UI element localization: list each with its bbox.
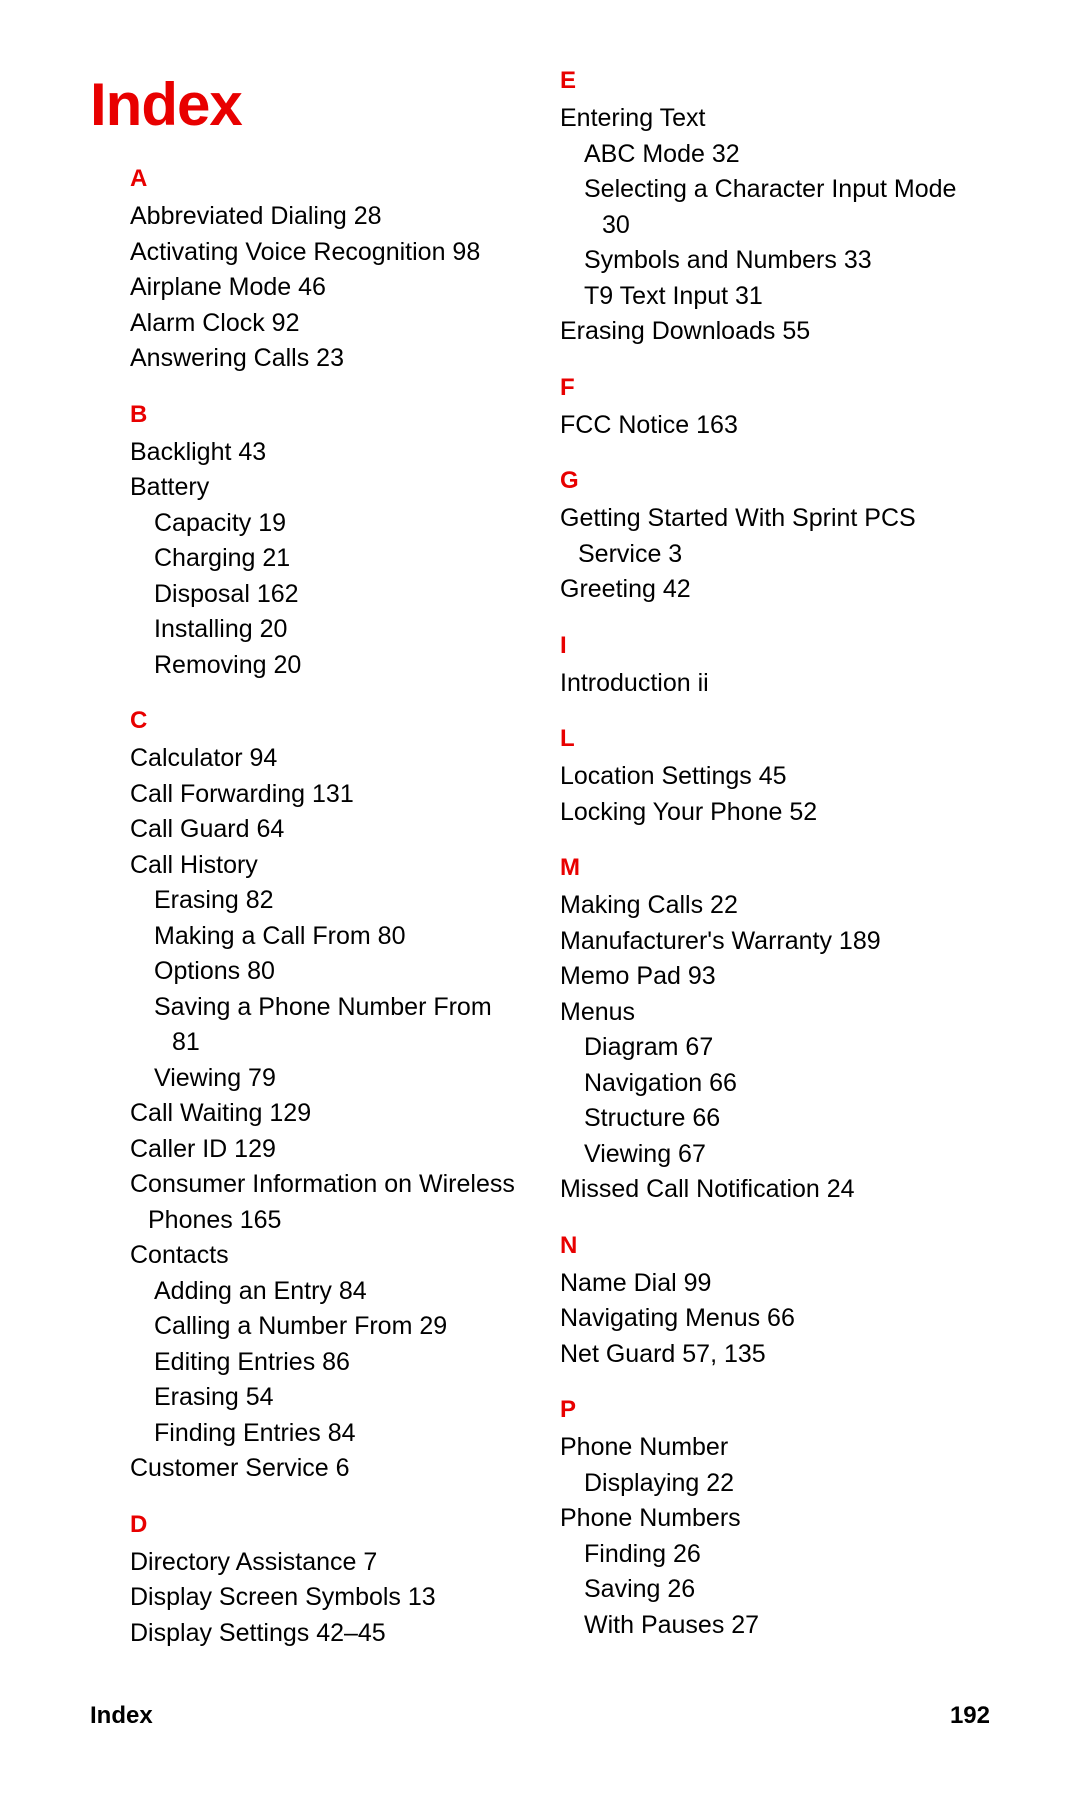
index-entry: Abbreviated Dialing 28 bbox=[148, 199, 520, 235]
index-entry: Caller ID 129 bbox=[148, 1132, 520, 1168]
index-letter: B bbox=[130, 401, 520, 429]
index-entry: Airplane Mode 46 bbox=[148, 270, 520, 306]
index-letter: F bbox=[560, 374, 990, 402]
index-letter: I bbox=[560, 632, 990, 660]
index-subentry: Making a Call From 80 bbox=[172, 919, 520, 955]
index-subentry: Structure 66 bbox=[602, 1101, 990, 1137]
index-subentry: With Pauses 27 bbox=[602, 1608, 990, 1644]
index-entry: Name Dial 99 bbox=[578, 1266, 990, 1302]
index-letter: G bbox=[560, 467, 990, 495]
index-letter: N bbox=[560, 1232, 990, 1260]
index-entry: Navigating Menus 66 bbox=[578, 1301, 990, 1337]
index-entry: Call Waiting 129 bbox=[148, 1096, 520, 1132]
index-letter: P bbox=[560, 1396, 990, 1424]
index-subentry: Finding 26 bbox=[602, 1537, 990, 1573]
index-subentry: Calling a Number From 29 bbox=[172, 1309, 520, 1345]
index-entry: Contacts bbox=[148, 1238, 520, 1274]
index-letter: E bbox=[560, 67, 990, 95]
index-entry: Net Guard 57, 135 bbox=[578, 1337, 990, 1373]
index-entry: Manufacturer's Warranty 189 bbox=[578, 924, 990, 960]
index-entry: Directory Assistance 7 bbox=[148, 1545, 520, 1581]
index-subentry: Erasing 82 bbox=[172, 883, 520, 919]
index-entry: Making Calls 22 bbox=[578, 888, 990, 924]
index-entry: Call Guard 64 bbox=[148, 812, 520, 848]
index-subentry: Symbols and Numbers 33 bbox=[602, 243, 990, 279]
index-letter: L bbox=[560, 725, 990, 753]
index-entry: Calculator 94 bbox=[148, 741, 520, 777]
index-page: Index A Abbreviated Dialing 28Activating … bbox=[0, 0, 1080, 1800]
index-entry: Activating Voice Recognition 98 bbox=[148, 235, 520, 271]
page-footer: Index 192 bbox=[90, 1702, 990, 1730]
index-subentry: Erasing 54 bbox=[172, 1380, 520, 1416]
index-subentry: Viewing 79 bbox=[172, 1061, 520, 1097]
index-subentry: T9 Text Input 31 bbox=[602, 279, 990, 315]
index-entry: Missed Call Notification 24 bbox=[578, 1172, 990, 1208]
index-entry: Display Screen Symbols 13 bbox=[148, 1580, 520, 1616]
index-entry: Memo Pad 93 bbox=[578, 959, 990, 995]
columns-container: A Abbreviated Dialing 28Activating Voice … bbox=[90, 165, 990, 1800]
index-subentry: Saving 26 bbox=[602, 1572, 990, 1608]
index-entry: Introduction ii bbox=[578, 666, 990, 702]
index-subentry: Viewing 67 bbox=[602, 1137, 990, 1173]
index-entry: Menus bbox=[578, 995, 990, 1031]
index-entry: Greeting 42 bbox=[578, 572, 990, 608]
index-subentry: Installing 20 bbox=[172, 612, 520, 648]
index-subentry: Options 80 bbox=[172, 954, 520, 990]
index-letter: C bbox=[130, 707, 520, 735]
index-entry: Erasing Downloads 55 bbox=[578, 314, 990, 350]
index-entry: Answering Calls 23 bbox=[148, 341, 520, 377]
index-subentry: Saving a Phone Number From 81 bbox=[172, 990, 520, 1061]
index-entry: Getting Started With Sprint PCS Service … bbox=[578, 501, 990, 572]
index-entry: Battery bbox=[148, 470, 520, 506]
right-column: E Entering TextABC Mode 32Selecting a Cha… bbox=[560, 67, 990, 1800]
left-column: A Abbreviated Dialing 28Activating Voice … bbox=[90, 165, 520, 1800]
index-letter: A bbox=[130, 165, 520, 193]
index-subentry: Adding an Entry 84 bbox=[172, 1274, 520, 1310]
index-subentry: Editing Entries 86 bbox=[172, 1345, 520, 1381]
index-entry: Locking Your Phone 52 bbox=[578, 795, 990, 831]
index-entry: Call History bbox=[148, 848, 520, 884]
index-subentry: Selecting a Character Input Mode 30 bbox=[602, 172, 990, 243]
index-entry: Phone Numbers bbox=[578, 1501, 990, 1537]
index-entry: Consumer Information on Wireless Phones … bbox=[148, 1167, 520, 1238]
footer-page-number: 192 bbox=[950, 1702, 990, 1730]
index-entry: Location Settings 45 bbox=[578, 759, 990, 795]
index-letter: M bbox=[560, 854, 990, 882]
index-entry: Call Forwarding 131 bbox=[148, 777, 520, 813]
index-subentry: Diagram 67 bbox=[602, 1030, 990, 1066]
index-letter: D bbox=[130, 1511, 520, 1539]
index-subentry: Removing 20 bbox=[172, 648, 520, 684]
index-subentry: ABC Mode 32 bbox=[602, 137, 990, 173]
index-entry: Alarm Clock 92 bbox=[148, 306, 520, 342]
index-subentry: Charging 21 bbox=[172, 541, 520, 577]
index-subentry: Navigation 66 bbox=[602, 1066, 990, 1102]
index-subentry: Disposal 162 bbox=[172, 577, 520, 613]
index-entry: Display Settings 42–45 bbox=[148, 1616, 520, 1652]
footer-label: Index bbox=[90, 1702, 153, 1730]
index-entry: Backlight 43 bbox=[148, 435, 520, 471]
index-entry: Phone Number bbox=[578, 1430, 990, 1466]
index-subentry: Displaying 22 bbox=[602, 1466, 990, 1502]
index-subentry: Finding Entries 84 bbox=[172, 1416, 520, 1452]
index-entry: Customer Service 6 bbox=[148, 1451, 520, 1487]
index-subentry: Capacity 19 bbox=[172, 506, 520, 542]
index-entry: FCC Notice 163 bbox=[578, 408, 990, 444]
index-entry: Entering Text bbox=[578, 101, 990, 137]
